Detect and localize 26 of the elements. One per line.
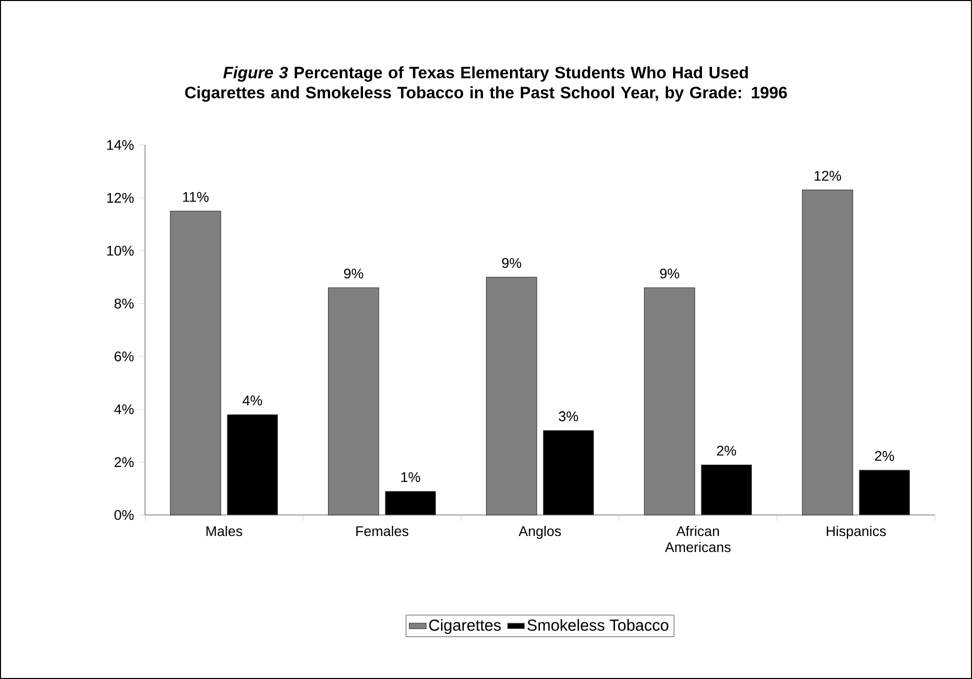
y-tick-label: 12% — [107, 192, 134, 203]
data-label: 3% — [558, 411, 578, 422]
data-label: 1% — [401, 472, 420, 482]
data-label: 12% — [814, 170, 842, 181]
x-tick-label: Males — [206, 526, 242, 536]
data-label: 9% — [502, 258, 522, 268]
y-tick-label: 10% — [107, 246, 134, 256]
data-label: 2% — [717, 446, 736, 456]
data-label: 9% — [660, 268, 680, 279]
y-tick-label: 6% — [114, 351, 134, 362]
y-tick-label: 2% — [114, 457, 134, 468]
y-tick-label: 14% — [107, 140, 134, 150]
x-tick-label: Hispanics — [826, 526, 886, 539]
data-label: 2% — [875, 450, 894, 461]
chart-title: Figure 3 Percentage of Texas Elementary Students Who Had Used Cigarettes and Smokeless Tobacco in the Past School Year, by Grade: 1996 — [185, 66, 787, 102]
x-tick-label: Females — [356, 526, 408, 536]
y-tick-label: 0% — [114, 510, 134, 520]
y-tick-label: 8% — [114, 298, 134, 309]
data-label: 9% — [344, 268, 364, 279]
y-tick-label: 4% — [114, 404, 134, 414]
x-tick-label: African Americans — [664, 526, 731, 552]
legend-label: Smokeless Tobacco — [527, 619, 668, 631]
data-label: 11% — [183, 192, 209, 202]
legend-label: Cigarettes — [429, 619, 501, 634]
data-label: 4% — [242, 396, 262, 406]
x-tick-label: Anglos — [518, 526, 561, 539]
